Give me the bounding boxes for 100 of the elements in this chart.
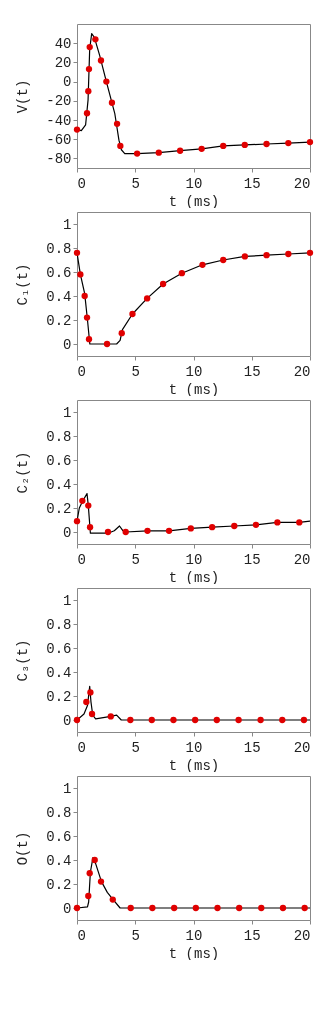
point xyxy=(159,280,167,288)
y-tick-label: 0.4 xyxy=(46,852,72,869)
y-tick-label: 0.2 xyxy=(46,688,72,705)
y-tick-label: 0 xyxy=(63,336,72,353)
point xyxy=(263,140,270,148)
y-tick-label: 0.8 xyxy=(46,428,72,445)
point xyxy=(109,896,116,903)
y-axis-title: C₁(t) xyxy=(14,263,31,306)
point xyxy=(220,142,227,150)
point xyxy=(122,528,129,536)
y-tick-label: 0.6 xyxy=(46,828,72,845)
x-tick-label: 20 xyxy=(293,927,311,944)
x-tick-label: 10 xyxy=(185,739,203,756)
y-tick-label: 0.6 xyxy=(46,640,72,657)
point xyxy=(107,713,114,720)
point xyxy=(83,314,91,321)
x-tick-label: 15 xyxy=(243,551,261,568)
point xyxy=(144,527,151,534)
point xyxy=(86,43,93,51)
x-tick-label: 0 xyxy=(77,927,86,944)
x-tick-label: 20 xyxy=(293,175,311,192)
point xyxy=(88,710,96,718)
point xyxy=(306,138,314,146)
y-tick-label: -20 xyxy=(46,93,72,110)
point xyxy=(85,892,92,900)
x-tick-label: 5 xyxy=(131,551,140,568)
point xyxy=(155,149,162,156)
x-tick-label: 10 xyxy=(185,363,203,380)
y-tick-label: 0.4 xyxy=(46,288,72,305)
point xyxy=(192,904,199,912)
y-tick-label: 1 xyxy=(63,592,72,609)
y-tick-label: -80 xyxy=(46,150,72,167)
x-tick-label: 10 xyxy=(185,175,203,192)
x-axis-title: t (ms) xyxy=(168,193,220,210)
point xyxy=(191,716,199,724)
point xyxy=(87,689,94,696)
point xyxy=(83,110,91,117)
y-tick-label: 1 xyxy=(63,216,72,233)
point xyxy=(187,525,194,532)
point xyxy=(231,522,238,530)
point xyxy=(97,57,105,64)
point xyxy=(117,142,124,150)
point xyxy=(149,904,156,912)
point xyxy=(171,904,178,912)
y-axis-title: C₃(t) xyxy=(14,639,31,682)
x-tick-label: 10 xyxy=(185,551,203,568)
point xyxy=(235,716,242,724)
x-axis-title: t (ms) xyxy=(168,381,220,398)
point xyxy=(73,716,81,724)
point xyxy=(296,519,303,526)
point xyxy=(258,904,265,912)
y-tick-label: 0.8 xyxy=(46,240,72,257)
x-tick-label: 5 xyxy=(131,927,140,944)
point xyxy=(73,904,81,912)
x-tick-label: 20 xyxy=(293,739,311,756)
x-tick-label: 15 xyxy=(243,739,261,756)
point xyxy=(86,870,93,877)
x-axis-title: t (ms) xyxy=(168,569,220,586)
x-tick-label: 0 xyxy=(77,739,86,756)
x-axis-title: t (ms) xyxy=(168,757,220,774)
y-tick-label: 0 xyxy=(63,524,72,541)
point xyxy=(170,716,177,724)
x-tick-label: 5 xyxy=(131,363,140,380)
y-axis-title: O(t) xyxy=(14,831,31,866)
point xyxy=(279,716,286,724)
point xyxy=(104,528,112,536)
point xyxy=(118,330,125,337)
y-tick-label: -40 xyxy=(46,112,72,129)
point xyxy=(77,271,84,278)
point xyxy=(79,497,86,504)
y-tick-label: 0.8 xyxy=(46,804,72,821)
point xyxy=(306,249,314,256)
point xyxy=(263,252,270,259)
y-axis-title: V(t) xyxy=(14,79,31,114)
y-tick-label: 0 xyxy=(63,74,72,91)
y-tick-label: -60 xyxy=(46,131,72,148)
y-tick-label: 0.6 xyxy=(46,452,72,469)
point xyxy=(285,250,292,258)
y-tick-label: 40 xyxy=(54,35,72,52)
x-tick-label: 5 xyxy=(131,739,140,756)
point xyxy=(133,150,141,157)
y-tick-label: 0.4 xyxy=(46,476,72,493)
point xyxy=(85,502,92,509)
point xyxy=(85,88,92,95)
y-tick-label: 0.2 xyxy=(46,312,72,329)
x-tick-label: 15 xyxy=(243,927,261,944)
point xyxy=(285,139,292,147)
point xyxy=(73,518,81,525)
point xyxy=(198,145,205,152)
point xyxy=(165,527,173,534)
point xyxy=(127,716,134,724)
point xyxy=(85,336,93,343)
point xyxy=(97,878,105,885)
y-tick-label: 0.8 xyxy=(46,616,72,633)
y-tick-label: 0 xyxy=(63,900,72,917)
y-tick-label: 20 xyxy=(54,54,72,71)
point xyxy=(199,261,206,268)
y-tick-label: 1 xyxy=(63,404,72,421)
point xyxy=(300,716,308,724)
point xyxy=(257,716,264,724)
